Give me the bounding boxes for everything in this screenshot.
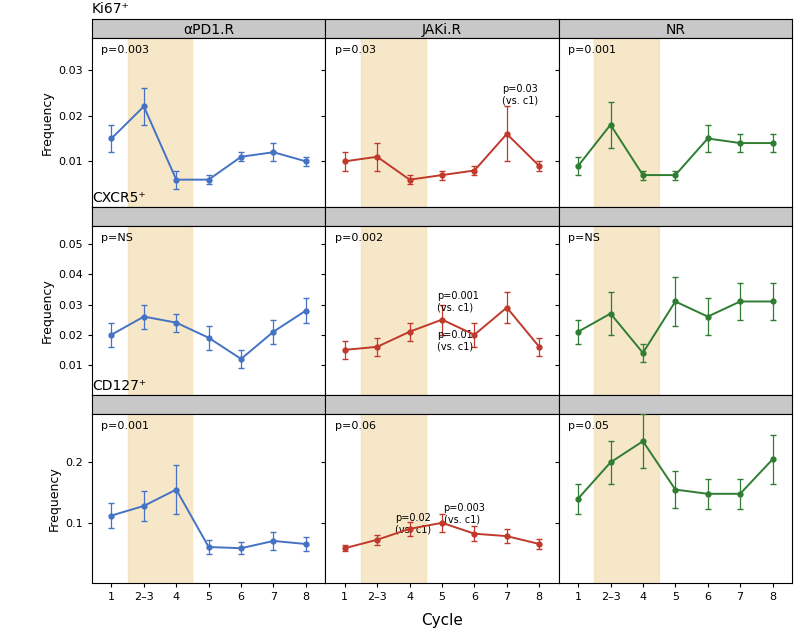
Text: JAKi.R: JAKi.R: [422, 23, 462, 37]
Text: p=0.02
(vs. c1): p=0.02 (vs. c1): [395, 514, 431, 535]
Text: p=0.001: p=0.001: [568, 44, 616, 55]
Text: p=0.01
(vs. c1): p=0.01 (vs. c1): [437, 330, 474, 352]
Text: p=0.002: p=0.002: [334, 233, 382, 243]
Text: p=0.003
(vs. c1): p=0.003 (vs. c1): [444, 503, 486, 524]
Bar: [128, 38, 193, 207]
Text: p=0.03
(vs. c1): p=0.03 (vs. c1): [502, 84, 538, 106]
Text: CXCR5⁺: CXCR5⁺: [92, 191, 146, 205]
Text: p=0.06: p=0.06: [334, 421, 376, 430]
Text: αPD1.R: αPD1.R: [183, 23, 234, 37]
Text: NR: NR: [666, 23, 686, 37]
Bar: [361, 414, 426, 583]
Bar: [361, 38, 426, 207]
Text: p=0.003: p=0.003: [102, 44, 150, 55]
Bar: [361, 226, 426, 395]
Text: Ki67⁺: Ki67⁺: [92, 3, 130, 16]
Bar: [128, 414, 193, 583]
Bar: [594, 414, 659, 583]
Bar: [128, 226, 193, 395]
Bar: [594, 226, 659, 395]
Y-axis label: Frequency: Frequency: [41, 90, 54, 155]
Text: Cycle: Cycle: [421, 612, 463, 628]
Text: p=0.03: p=0.03: [334, 44, 376, 55]
Text: p=0.05: p=0.05: [568, 421, 609, 430]
Text: CD127⁺: CD127⁺: [92, 378, 146, 392]
Text: p=NS: p=NS: [568, 233, 600, 243]
Text: p=0.001: p=0.001: [102, 421, 150, 430]
Y-axis label: Frequency: Frequency: [48, 466, 61, 531]
Text: p=NS: p=NS: [102, 233, 134, 243]
Text: p=0.001
(vs. c1): p=0.001 (vs. c1): [437, 290, 479, 313]
Y-axis label: Frequency: Frequency: [41, 278, 54, 343]
Bar: [594, 38, 659, 207]
